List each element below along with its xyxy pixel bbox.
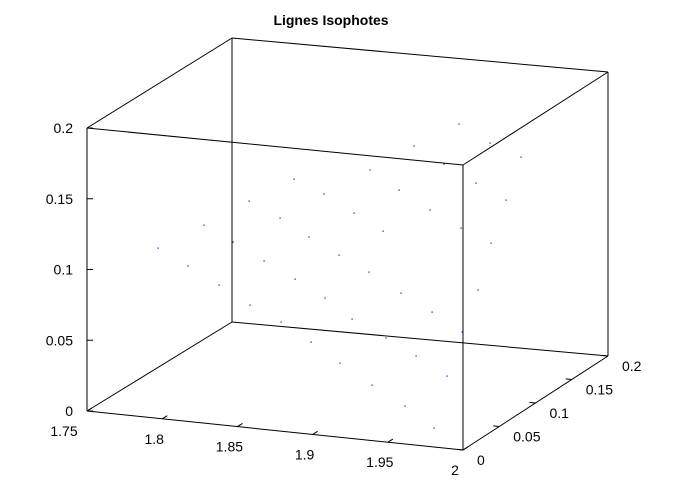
data-point [461,331,463,333]
z-tick-label: 0 [65,403,73,419]
y-tick-mark [529,401,536,404]
data-point [249,304,251,306]
y-tick-mark [456,448,464,451]
data-point [398,189,400,191]
data-point [385,337,387,339]
data-point [293,178,295,180]
data-point [433,427,435,429]
axis-ticks [86,127,609,451]
data-point [280,321,282,323]
x-tick-label: 1.8 [144,431,164,447]
x-tick-mark [312,430,318,435]
data-point [187,265,189,267]
y-tick-mark [565,378,572,380]
data-point [415,355,417,357]
data-point [404,405,406,407]
y-tick-label: 0.05 [513,429,540,445]
z-tick-label: 0.1 [54,262,74,278]
data-point [310,341,312,343]
data-point [400,292,402,294]
x-tick-mark [387,438,394,443]
z-tick-label: 0.2 [54,120,74,136]
z-tick-label: 0.05 [46,332,73,348]
data-point [458,123,460,125]
box-edge-bottom-back [231,321,609,357]
chart-title: Lignes Isophotes [273,12,388,28]
data-point [339,362,341,364]
x-tick-mark [462,446,469,451]
data-points [157,123,522,429]
data-point [368,271,370,273]
data-point [351,318,353,320]
data-point [477,289,479,291]
x-tick-mark [237,423,243,428]
y-tick-label: 0 [477,452,485,468]
data-point [324,297,326,299]
data-point [263,260,265,262]
data-point [279,217,281,219]
x-tick-label: 1.75 [50,423,77,439]
data-point [308,236,310,238]
axis-tick-labels: 1.75 1.8 1.85 1.9 1.95 2 0 0.05 0.1 0.15 0.2 0 0.05 0… [46,120,642,478]
z-tick-label: 0.15 [46,191,73,207]
x-tick-label: 1.95 [366,454,393,470]
data-point [446,375,448,377]
box-edge-top-left [86,37,233,129]
box-edge-top-back [231,37,609,73]
x-tick-mark [86,407,93,412]
data-point [475,182,477,184]
y-tick-mark [601,354,609,357]
box-edge-bottom-left [86,321,233,412]
data-point [323,193,325,195]
data-point [371,384,373,386]
x-tick-label: 1.9 [295,446,315,462]
data-point [460,227,462,229]
x-tick-label: 2 [451,462,459,478]
x-axis-line [86,410,464,451]
data-point [443,163,445,165]
data-point [203,224,205,226]
y-tick-mark [493,425,500,427]
data-point [353,212,355,214]
data-point [369,169,371,171]
data-point [505,199,507,201]
y-tick-label: 0.1 [550,405,570,421]
data-point [382,230,384,232]
data-point [413,145,415,147]
data-point [218,284,220,286]
axes-box [86,37,609,451]
data-point [429,209,431,211]
y-tick-label: 0.15 [586,382,613,398]
data-point [338,254,340,256]
y-tick-label: 0.2 [622,358,642,374]
x-tick-mark [161,415,168,420]
data-point [157,247,159,249]
data-point [248,200,250,202]
box-edge-top-front [86,127,464,166]
x-tick-label: 1.85 [216,439,243,455]
data-point [294,278,296,280]
data-point [490,242,492,244]
data-point [431,311,433,313]
box-edge-top-right [462,71,609,166]
data-point [520,156,522,158]
data-point [489,142,491,144]
data-point [232,241,234,243]
